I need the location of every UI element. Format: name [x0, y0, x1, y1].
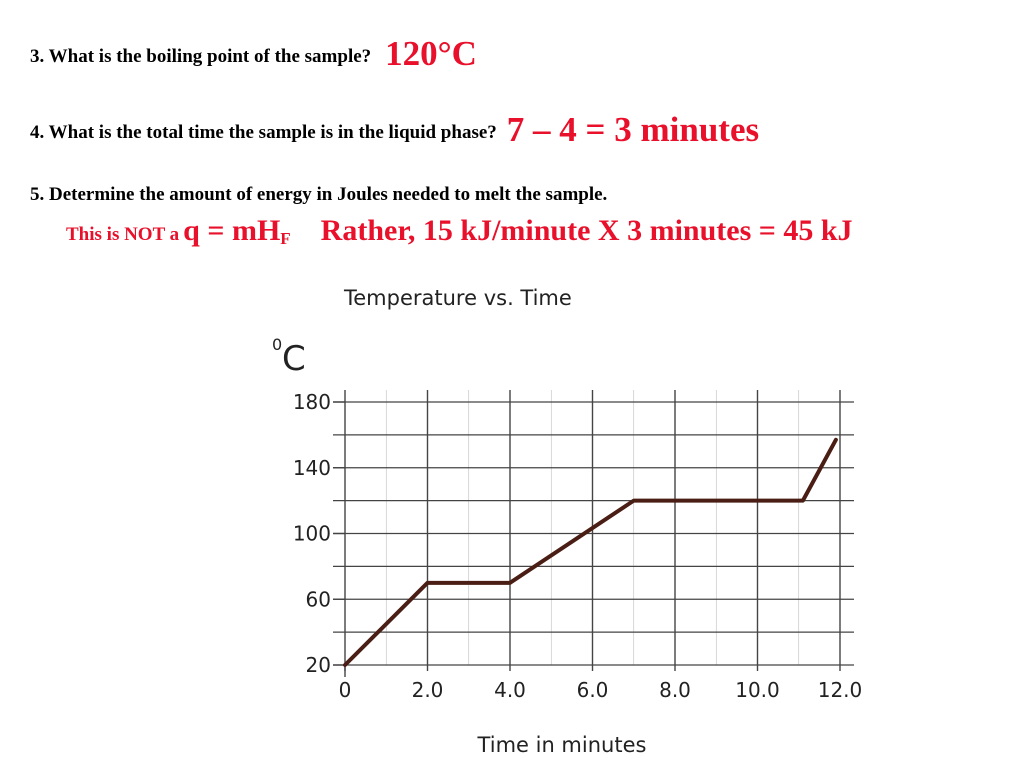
question-4: 4. What is the total time the sample is … — [30, 110, 759, 150]
question-5-text: 5. Determine the amount of energy in Jou… — [30, 184, 608, 205]
x-axis-label: Time in minutes — [477, 733, 647, 757]
y-axis-label: C — [282, 339, 306, 379]
note-rather: Rather, 15 kJ/minute X 3 minutes = 45 kJ — [320, 214, 853, 247]
answer-note: This is NOT a q = mHF Rather, 15 kJ/minu… — [66, 214, 853, 249]
x-tick-label: 8.0 — [659, 678, 691, 702]
x-tick-label: 0 — [339, 678, 352, 702]
note-formula-main: q = mH — [183, 214, 281, 247]
note-formula-sub: F — [280, 229, 291, 248]
series-line — [343, 437, 838, 667]
question-3-answer: 120°C — [385, 34, 477, 73]
x-tick-label: 4.0 — [494, 678, 526, 702]
y-tick-label: 140 — [293, 456, 331, 480]
y-tick-label: 180 — [293, 390, 331, 414]
chart-series — [343, 437, 838, 667]
y-axis-label-superscript: 0 — [272, 335, 282, 354]
y-tick-label: 100 — [293, 522, 331, 546]
chart-title: Temperature vs. Time — [343, 286, 572, 310]
x-tick-label: 12.0 — [818, 678, 863, 702]
x-tick-label: 6.0 — [577, 678, 609, 702]
chart-grid — [333, 390, 854, 677]
note-prefix: This is NOT a — [66, 224, 180, 245]
chart-ticks: 0 2.0 4.0 6.0 8.0 10.0 12.0 20 60 100 140 180 — [293, 390, 862, 702]
note-formula: q = mHF — [183, 214, 291, 248]
x-tick-label: 2.0 — [412, 678, 444, 702]
question-5: 5. Determine the amount of energy in Jou… — [30, 184, 607, 206]
question-4-answer: 7 – 4 = 3 minutes — [506, 110, 760, 149]
question-3: 3. What is the boiling point of the samp… — [30, 34, 477, 74]
y-tick-label: 60 — [306, 587, 331, 611]
y-tick-label: 20 — [306, 653, 331, 677]
question-4-text: 4. What is the total time the sample is … — [30, 122, 497, 143]
x-tick-label: 10.0 — [735, 678, 780, 702]
question-3-text: 3. What is the boiling point of the samp… — [30, 46, 372, 67]
